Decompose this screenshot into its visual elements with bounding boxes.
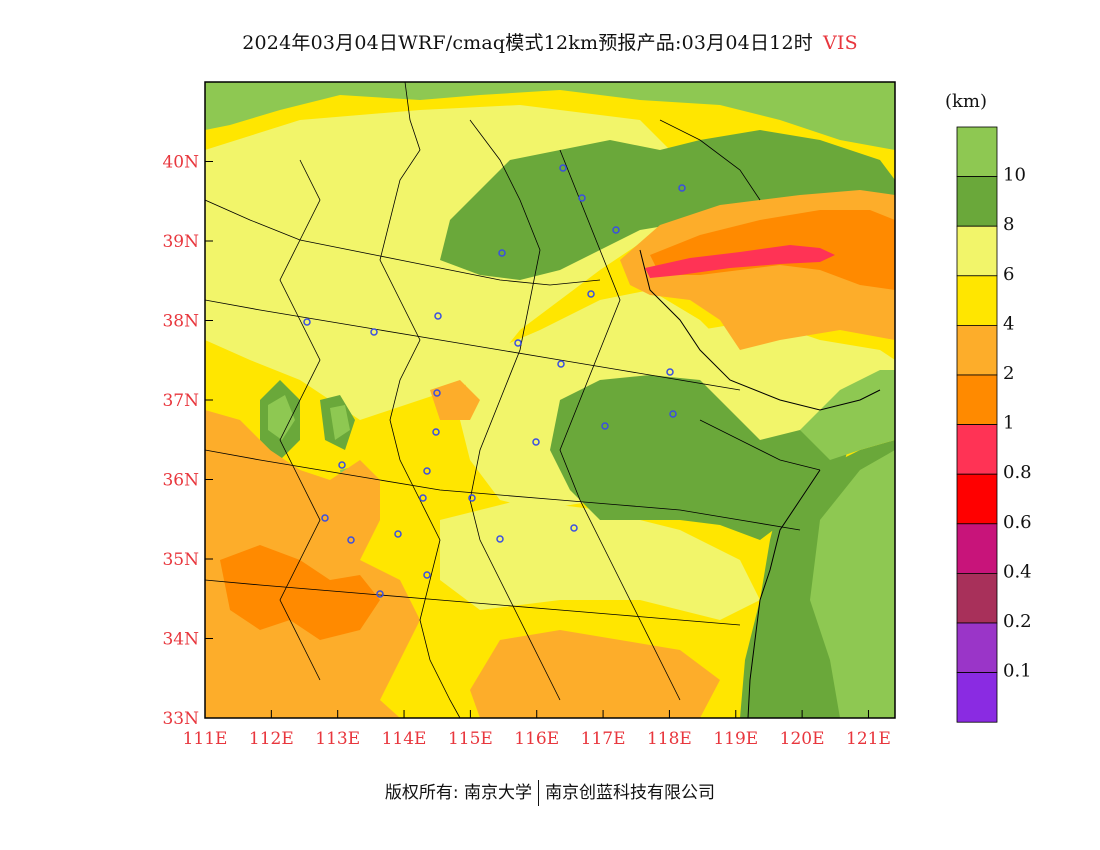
station-marker: [578, 194, 586, 202]
map-title: 2024年03月04日WRF/cmaq模式12km预报产品:03月04日12时 V…: [0, 28, 1100, 55]
coastline: [639, 249, 881, 718]
admin-boundaries: [205, 82, 821, 718]
legend-label: 0.1: [1003, 661, 1032, 682]
copyright-left: 版权所有: 南京大学: [384, 783, 533, 803]
field-8-10-north: [440, 130, 895, 280]
lon-tick-label: 112E: [249, 729, 294, 749]
lat-tick-label: 36N: [162, 471, 199, 491]
station-marker: [514, 339, 522, 347]
lon-tick-label: 111E: [183, 729, 228, 749]
field-gt10-ne-coast: [800, 370, 895, 460]
station-marker: [419, 494, 427, 502]
station-marker: [423, 571, 431, 579]
station-marker: [423, 467, 431, 475]
lon-tick-label: 119E: [713, 729, 758, 749]
station-marker: [370, 328, 378, 336]
field-2-4-southwest: [205, 410, 420, 718]
field-2-4-south: [470, 630, 720, 718]
field-6-8-south: [440, 500, 760, 620]
station-marker: [434, 312, 442, 320]
legend-label: 1: [1003, 413, 1014, 434]
title-main: 2024年03月04日WRF/cmaq模式12km预报产品:03月04日12时: [242, 32, 813, 54]
station-marker: [559, 164, 567, 172]
lon-tick-label: 114E: [382, 729, 427, 749]
legend-label: 10: [1003, 165, 1026, 186]
legend-swatch: [956, 573, 998, 624]
station-marker: [570, 524, 578, 532]
lat-tick-label: 39N: [162, 232, 199, 252]
station-marker: [468, 494, 476, 502]
station-marker: [433, 389, 441, 397]
legend-swatch: [956, 473, 998, 525]
field-08-1-bohai: [645, 245, 835, 278]
station-marker: [347, 536, 355, 544]
station-marker: [666, 368, 674, 376]
station-marker: [669, 410, 677, 418]
lat-tick-label: 38N: [162, 312, 199, 332]
color-legend: 10 8 6 4 2 1 0.8 0.6 0.4 0.2 0.1: [956, 126, 1032, 723]
legend-swatch: [956, 672, 998, 723]
lat-tick-label: 34N: [162, 630, 199, 650]
legend-label: 2: [1003, 363, 1014, 384]
legend-label: 0.2: [1003, 611, 1032, 632]
lon-tick-label: 115E: [448, 729, 493, 749]
field-gt10-east: [810, 450, 895, 718]
copyright-separator: [538, 780, 540, 806]
lat-tick-label: 40N: [162, 153, 199, 173]
station-marker: [612, 226, 620, 234]
lat-tick-label: 37N: [162, 391, 199, 411]
legend-swatch: [956, 275, 998, 326]
legend-label: 0.8: [1003, 462, 1032, 483]
station-marker: [376, 590, 384, 598]
station-marker: [678, 184, 686, 192]
latitude-axis: 40N 39N 38N 37N 36N 35N 34N 33N: [162, 153, 213, 729]
station-marker: [557, 360, 565, 368]
legend-swatch: [956, 126, 998, 177]
field-gt10-north: [205, 82, 895, 150]
visibility-field: [205, 82, 895, 718]
copyright-right: 南京创蓝科技有限公司: [545, 783, 716, 803]
lon-tick-label: 117E: [581, 729, 626, 749]
legend-label: 0.6: [1003, 512, 1032, 533]
station-marker: [601, 422, 609, 430]
legend-swatch: [956, 225, 998, 277]
legend-swatch: [956, 622, 998, 673]
station-marker: [303, 318, 311, 326]
copyright: 版权所有: 南京大学 南京创蓝科技有限公司: [0, 778, 1100, 806]
legend-swatch: [956, 523, 998, 574]
legend-swatch: [956, 424, 998, 475]
station-marker: [532, 438, 540, 446]
station-marker: [338, 461, 346, 469]
station-marker: [394, 530, 402, 538]
station-marker: [498, 249, 506, 257]
station-marker: [496, 535, 504, 543]
lon-tick-label: 120E: [780, 729, 825, 749]
field-gt10-west-spots: [268, 395, 365, 505]
field-8-10-central: [550, 375, 850, 540]
legend-label: 4: [1003, 313, 1014, 334]
lon-tick-label: 121E: [846, 729, 891, 749]
station-marker: [432, 428, 440, 436]
lon-tick-label: 113E: [315, 729, 360, 749]
field-1-2-sw: [220, 545, 380, 640]
field-2-4-central: [430, 380, 480, 420]
longitude-axis: 111E 112E 113E 114E 115E 116E 117E 118E 119E 120E…: [183, 710, 891, 749]
legend-label: 6: [1003, 264, 1014, 285]
station-markers: [303, 164, 686, 598]
station-marker: [587, 290, 595, 298]
station-marker: [321, 514, 329, 522]
legend-swatch: [956, 324, 998, 376]
legend-label: 0.4: [1003, 561, 1032, 582]
legend-unit: (km): [945, 91, 987, 112]
lat-tick-label: 35N: [162, 550, 199, 570]
lat-tick-label: 33N: [162, 709, 199, 729]
lon-tick-label: 118E: [647, 729, 692, 749]
lon-tick-label: 116E: [514, 729, 559, 749]
legend-label: 8: [1003, 214, 1014, 235]
legend-swatch: [956, 176, 998, 227]
title-variable: VIS: [822, 32, 858, 54]
legend-swatch: [956, 374, 998, 425]
